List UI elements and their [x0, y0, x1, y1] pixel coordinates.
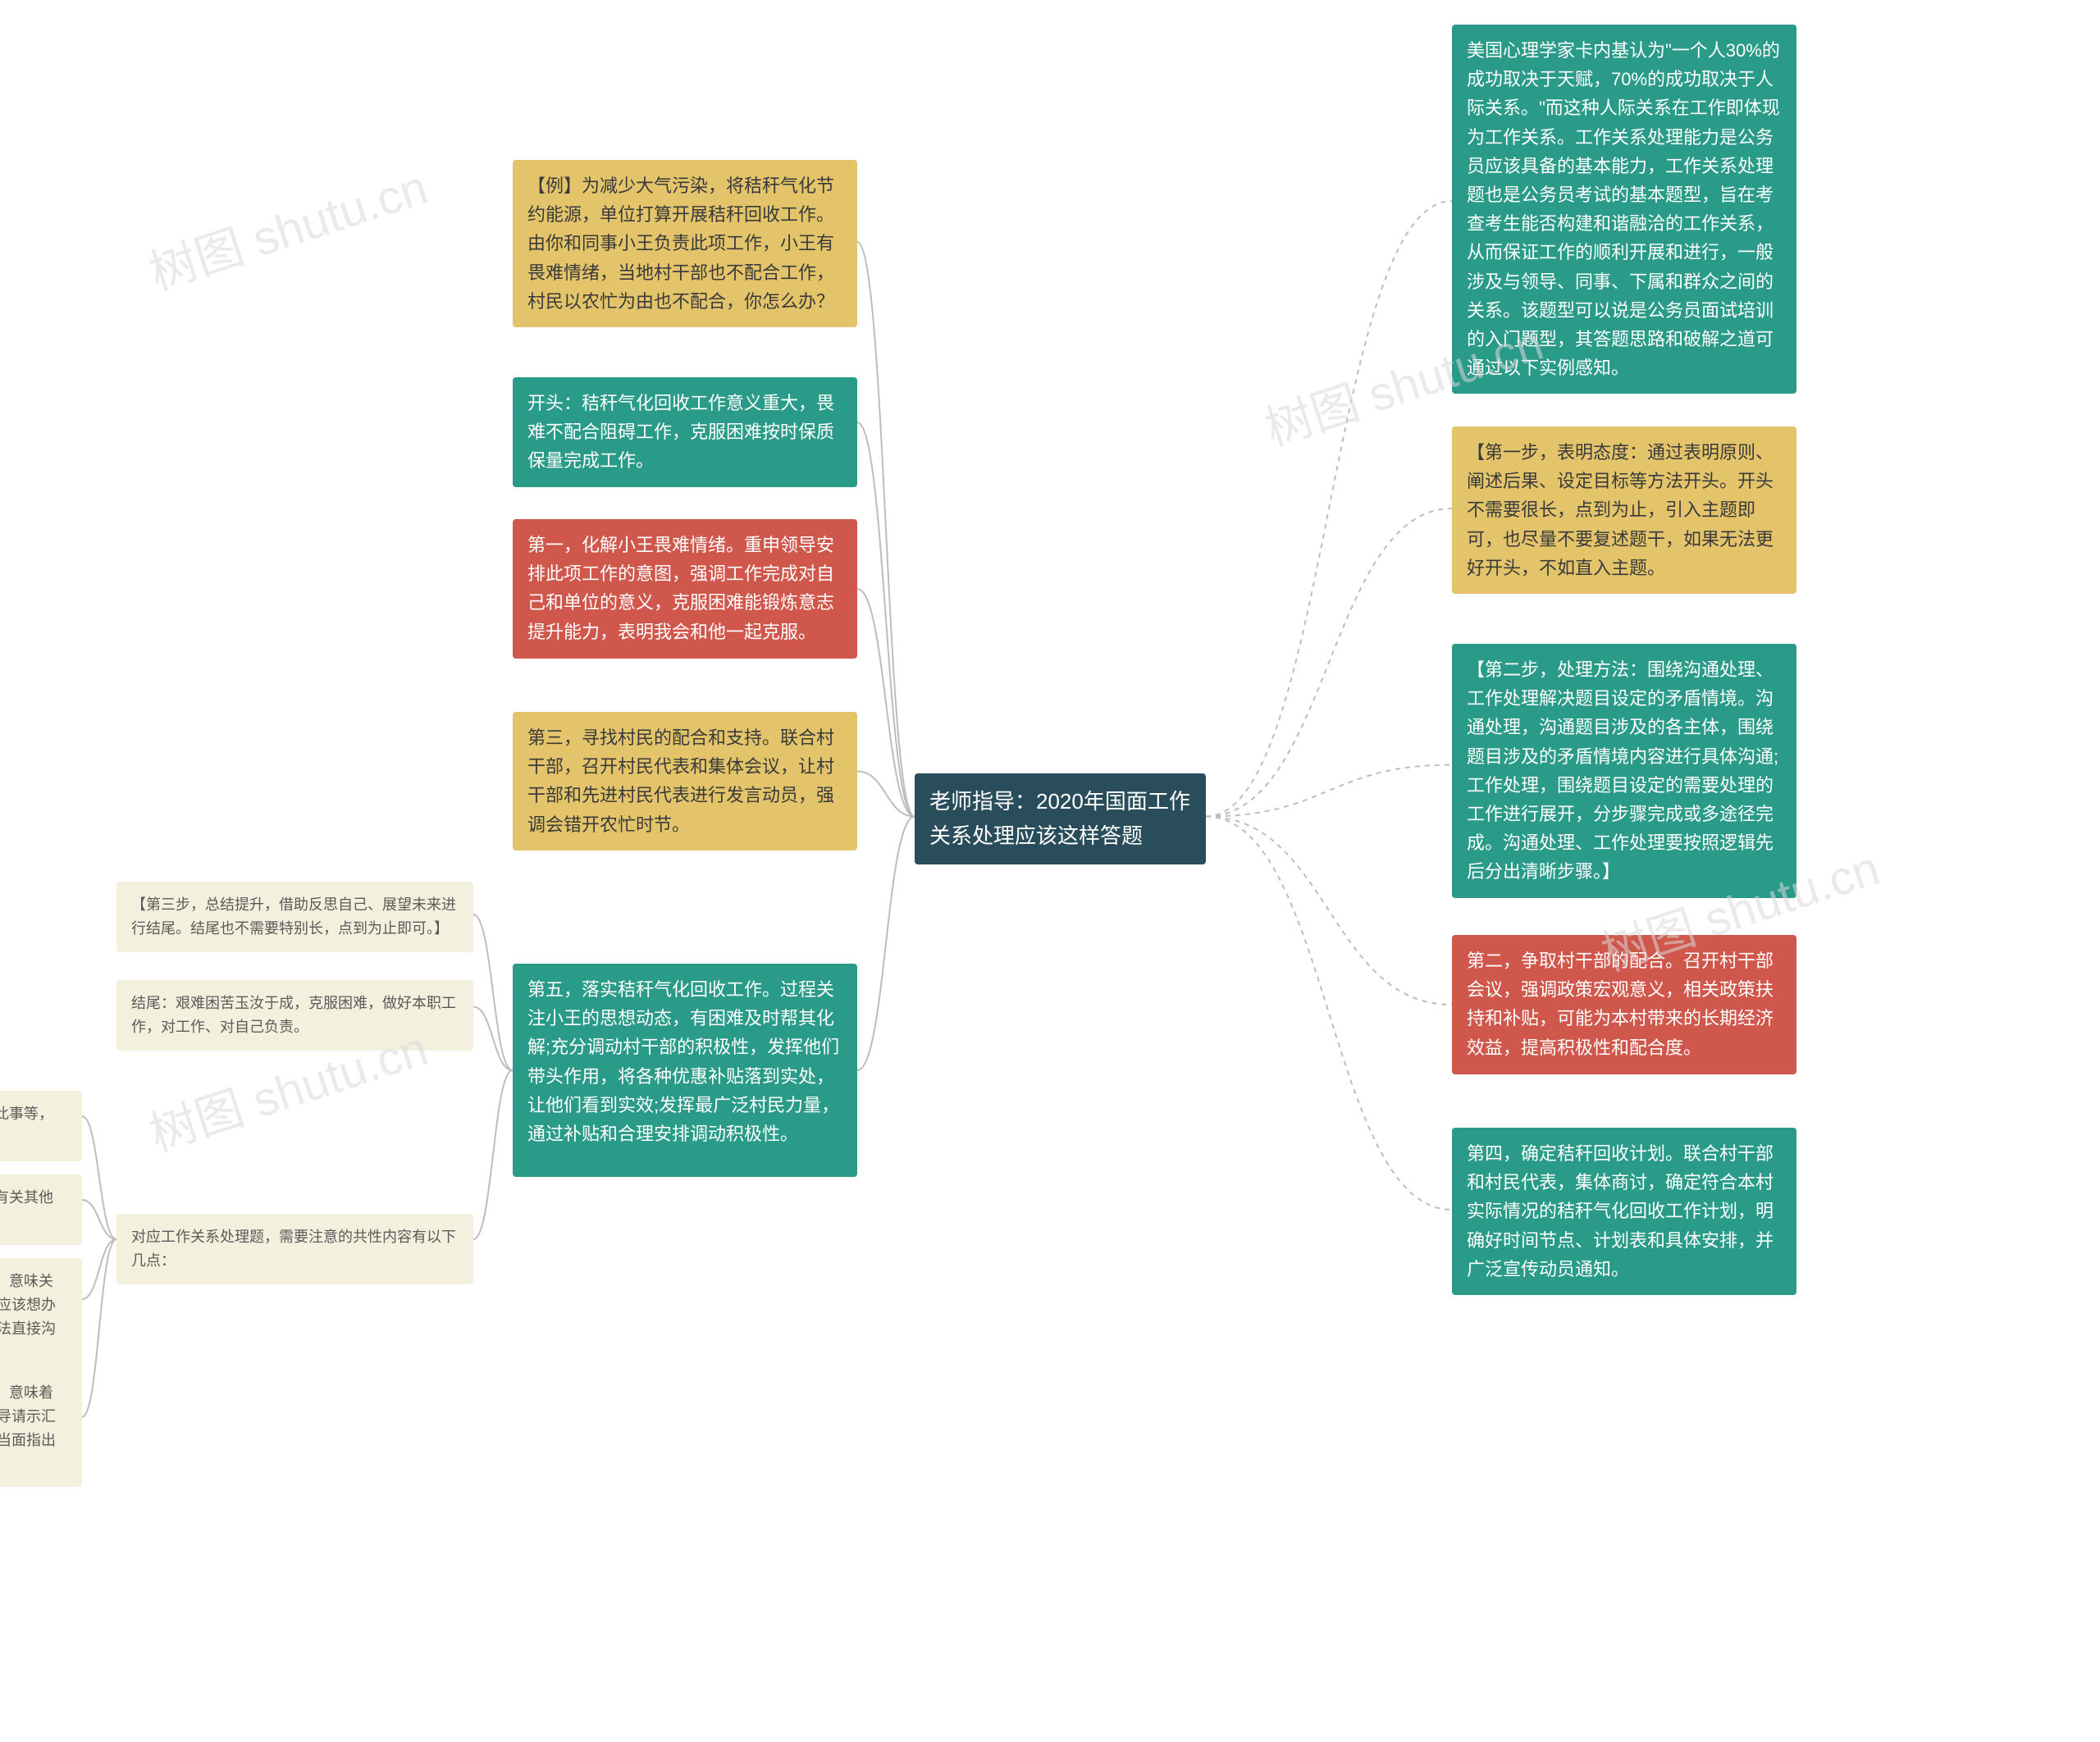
- node-l5a: 【第三步，总结提升，借助反思自己、展望未来进行结尾。结尾也不需要特别长，点到为止…: [116, 882, 473, 952]
- node-l5c: 对应工作关系处理题，需要注意的共性内容有以下几点：: [116, 1214, 473, 1284]
- node-l5: 第五，落实秸秆气化回收工作。过程关注小王的思想动态，有困难及时帮其化解;充分调动…: [513, 964, 857, 1177]
- node-root: 老师指导：2020年国面工作关系处理应该这样答题: [915, 773, 1206, 864]
- node-l3: 第一，化解小王畏难情绪。重申领导安排此项工作的意图，强调工作完成对自己和单位的意…: [513, 519, 857, 659]
- node-l5c4: 4.领导误解你或听信他人之言误会你，意味着你没有让领导了解你，以后要多向领导请示…: [0, 1370, 82, 1487]
- node-l5c3: 3.同事轻易或有可能听信传言误解你，意味关系不够好，他们对你不了解，以后都应该想…: [0, 1258, 82, 1375]
- node-l5c2: 2.沟通主体除直接点明的主体，与此有关其他主体，都可以尝试沟通。: [0, 1174, 82, 1245]
- node-r4: 第二，争取村干部的配合。召开村干部会议，强调政策宏观意义，相关政策扶持和补贴，可…: [1452, 935, 1796, 1074]
- node-r2: 【第一步，表明态度：通过表明原则、阐述后果、设定目标等方法开头。开头不需要很长，…: [1452, 426, 1796, 594]
- node-r1: 美国心理学家卡内基认为"一个人30%的成功取决于天赋，70%的成功取决于人际关系…: [1452, 25, 1796, 394]
- node-l5c1: 1.有领导直接参与，如批评你、关注此事等，要先回应领导。: [0, 1091, 82, 1161]
- node-l1: 【例】为减少大气污染，将秸秆气化节约能源，单位打算开展秸秆回收工作。由你和同事小…: [513, 160, 857, 327]
- node-l2: 开头：秸秆气化回收工作意义重大，畏难不配合阻碍工作，克服困难按时保质保量完成工作…: [513, 377, 857, 487]
- node-r5: 第四，确定秸秆回收计划。联合村干部和村民代表，集体商讨，确定符合本村实际情况的秸…: [1452, 1128, 1796, 1295]
- mindmap-canvas: 老师指导：2020年国面工作关系处理应该这样答题 美国心理学家卡内基认为"一个人3…: [0, 0, 2100, 1742]
- node-l5b: 结尾：艰难困苦玉汝于成，克服困难，做好本职工作，对工作、对自己负责。: [116, 980, 473, 1051]
- node-l4: 第三，寻找村民的配合和支持。联合村干部，召开村民代表和集体会议，让村干部和先进村…: [513, 712, 857, 850]
- watermark: 树图 shutu.cn: [139, 148, 435, 303]
- node-r3: 【第二步，处理方法：围绕沟通处理、工作处理解决题目设定的矛盾情境。沟通处理，沟通…: [1452, 644, 1796, 898]
